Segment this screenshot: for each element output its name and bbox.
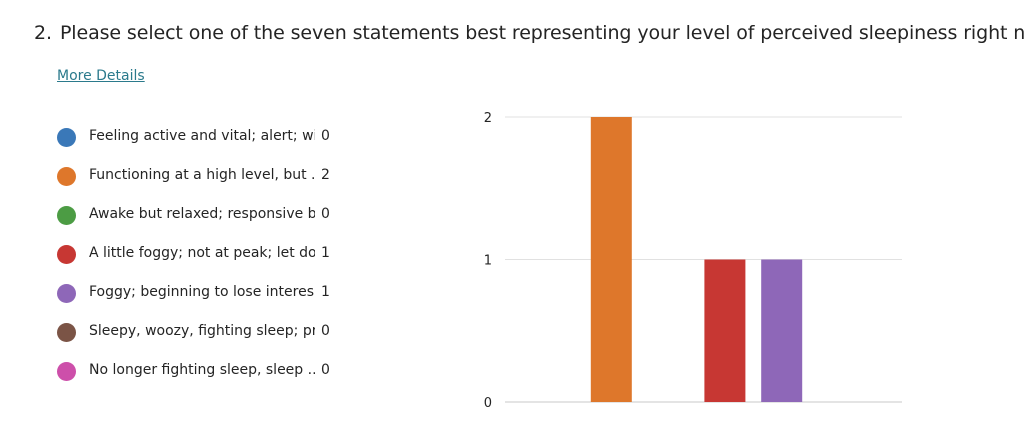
legend-count: 0 bbox=[321, 206, 330, 222]
legend-count: 1 bbox=[321, 245, 330, 261]
legend-item: Foggy; beginning to lose interes... 1 bbox=[57, 282, 347, 321]
legend-label: No longer fighting sleep, sleep ... bbox=[89, 362, 315, 378]
bar[interactable] bbox=[590, 117, 632, 402]
question-text: Please select one of the seven statement… bbox=[59, 22, 1024, 44]
legend-label: Awake but relaxed; responsive b... bbox=[89, 206, 315, 222]
legend-item: A little foggy; not at peak; let do... 1 bbox=[57, 243, 347, 282]
bar[interactable] bbox=[761, 259, 803, 403]
legend-count: 1 bbox=[321, 284, 330, 300]
question-title: 2. Please select one of the seven stateme… bbox=[34, 22, 1024, 44]
legend-color-dot bbox=[57, 284, 76, 303]
legend-count: 0 bbox=[321, 362, 330, 378]
legend-color-dot bbox=[57, 245, 76, 264]
question-number: 2. bbox=[34, 22, 52, 44]
legend-color-dot bbox=[57, 128, 76, 147]
legend-color-dot bbox=[57, 206, 76, 225]
y-tick-label: 0 bbox=[484, 396, 492, 411]
legend-item: Feeling active and vital; alert; wi... 0 bbox=[57, 126, 347, 165]
legend-color-dot bbox=[57, 362, 76, 381]
legend-count: 2 bbox=[321, 167, 330, 183]
more-details-link[interactable]: More Details bbox=[57, 68, 145, 84]
legend-label: Foggy; beginning to lose interes... bbox=[89, 284, 315, 300]
legend-item: Awake but relaxed; responsive b... 0 bbox=[57, 204, 347, 243]
legend-color-dot bbox=[57, 323, 76, 342]
y-tick-label: 2 bbox=[484, 111, 492, 126]
legend-label: Functioning at a high level, but ... bbox=[89, 167, 315, 183]
legend-item: Sleepy, woozy, fighting sleep; pr... 0 bbox=[57, 321, 347, 360]
y-tick-label: 1 bbox=[484, 254, 492, 269]
chart-legend: Feeling active and vital; alert; wi... 0… bbox=[57, 126, 347, 399]
legend-item: No longer fighting sleep, sleep ... 0 bbox=[57, 360, 347, 399]
legend-item: Functioning at a high level, but ... 2 bbox=[57, 165, 347, 204]
legend-count: 0 bbox=[321, 323, 330, 339]
legend-label: Sleepy, woozy, fighting sleep; pr... bbox=[89, 323, 315, 339]
bar[interactable] bbox=[704, 259, 746, 403]
bar-chart: 0 1 2 bbox=[484, 111, 902, 411]
legend-label: Feeling active and vital; alert; wi... bbox=[89, 128, 315, 144]
legend-color-dot bbox=[57, 167, 76, 186]
legend-label: A little foggy; not at peak; let do... bbox=[89, 245, 315, 261]
legend-count: 0 bbox=[321, 128, 330, 144]
